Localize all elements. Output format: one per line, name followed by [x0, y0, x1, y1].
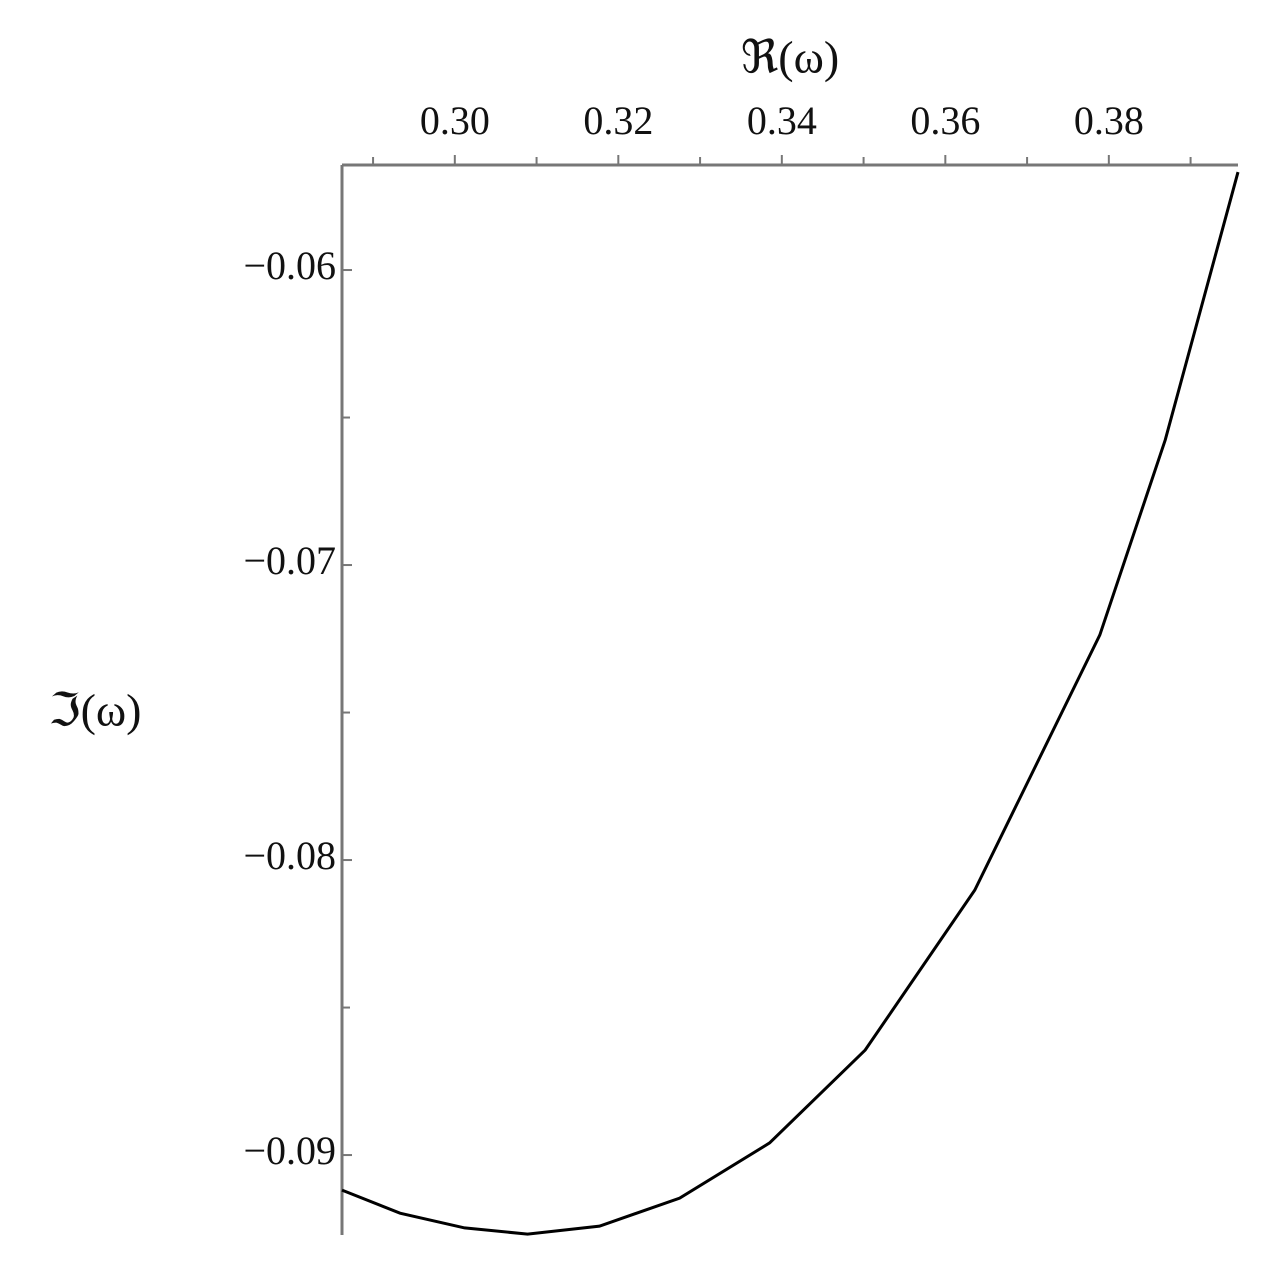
x-tick-label: 0.30 — [420, 98, 490, 143]
y-tick-label: −0.09 — [243, 1128, 336, 1173]
y-tick-label: −0.06 — [243, 243, 336, 288]
y-axis-label: ℑ(ω) — [49, 685, 142, 736]
x-tick-label: 0.36 — [910, 98, 980, 143]
x-tick-label: 0.34 — [747, 98, 817, 143]
x-tick-label: 0.38 — [1074, 98, 1144, 143]
x-tick-label: 0.32 — [583, 98, 653, 143]
y-tick-label: −0.08 — [243, 833, 336, 878]
y-tick-label: −0.07 — [243, 538, 336, 583]
curve — [341, 171, 1240, 1236]
x-axis-label: ℜ(ω) — [741, 32, 839, 83]
